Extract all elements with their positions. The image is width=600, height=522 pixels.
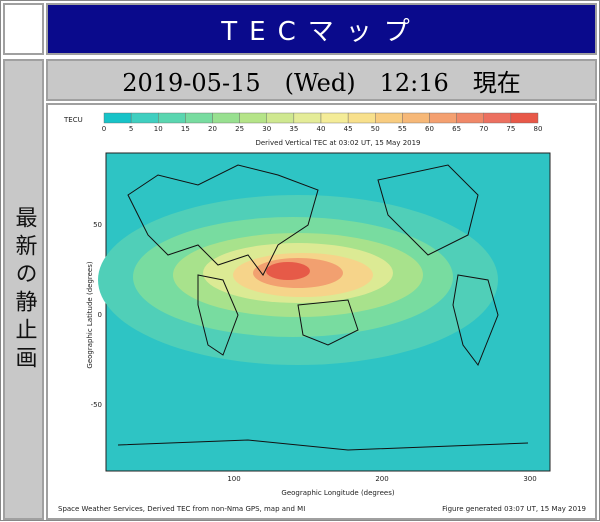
colorbar-cell bbox=[239, 112, 267, 124]
colorbar-cell bbox=[483, 112, 512, 124]
colorbar-cell bbox=[103, 112, 132, 124]
colorbar-cell bbox=[320, 112, 349, 124]
header: TECマップ bbox=[46, 3, 597, 55]
colorbar-tick-label: 20 bbox=[208, 125, 217, 133]
colorbar-cell bbox=[158, 112, 186, 124]
header-title: TECマップ bbox=[221, 16, 422, 47]
colorbar-tick-label: 35 bbox=[289, 125, 298, 133]
colorbar-cell bbox=[402, 112, 430, 124]
colorbar-tick-label: 75 bbox=[506, 125, 515, 133]
side-cell: 最新の静止画 bbox=[3, 59, 44, 520]
colorbar-tick-label: 30 bbox=[262, 125, 271, 133]
y-axis-label: Geographic Latitude (degrees) bbox=[86, 261, 94, 368]
corner-cell bbox=[3, 3, 44, 55]
tec-map: TECU Derived Vertical TEC at 03:02 UT, 1… bbox=[58, 112, 586, 513]
colorbar-cell bbox=[375, 112, 403, 124]
x-tick-label: 100 bbox=[227, 475, 240, 483]
footer-left: Space Weather Services, Derived TEC from… bbox=[58, 505, 305, 513]
map-plot bbox=[98, 152, 551, 472]
colorbar-cell bbox=[510, 112, 539, 124]
colorbar-tick-label: 80 bbox=[534, 125, 543, 133]
colorbar-cell bbox=[266, 112, 295, 124]
colorbar-tick-label: 70 bbox=[479, 125, 488, 133]
colorbar-cell bbox=[429, 112, 457, 124]
colorbar-cell bbox=[456, 112, 484, 124]
colorbar-tick-label: 0 bbox=[102, 125, 106, 133]
colorbar-cell bbox=[212, 112, 240, 124]
y-tick-label: 0 bbox=[98, 311, 102, 319]
colorbar-unit: TECU bbox=[63, 116, 83, 124]
date-text: 2019-05-15 (Wed) 12:16 現在 bbox=[122, 68, 521, 97]
colorbar-cell bbox=[130, 112, 159, 124]
colorbar-tick-label: 45 bbox=[344, 125, 353, 133]
x-axis-label: Geographic Longitude (degrees) bbox=[281, 489, 394, 497]
colorbar-cell bbox=[185, 112, 213, 124]
map-title: Derived Vertical TEC at 03:02 UT, 15 May… bbox=[255, 139, 420, 147]
colorbar-tick-label: 55 bbox=[398, 125, 407, 133]
date-bar: 2019-05-15 (Wed) 12:16 現在 bbox=[46, 59, 597, 101]
colorbar-cell bbox=[347, 112, 376, 124]
colorbar-tick-label: 25 bbox=[235, 125, 244, 133]
map-image: TECU Derived Vertical TEC at 03:02 UT, 1… bbox=[46, 103, 597, 520]
colorbar-tick-label: 50 bbox=[371, 125, 380, 133]
y-tick-label: -50 bbox=[91, 401, 102, 409]
colorbar-tick-label: 5 bbox=[129, 125, 133, 133]
colorbar-tick-label: 60 bbox=[425, 125, 434, 133]
x-tick-label: 200 bbox=[375, 475, 388, 483]
side-label: 最新の静止画 bbox=[11, 205, 37, 374]
colorbar-tick-label: 65 bbox=[452, 125, 461, 133]
colorbar-cell bbox=[293, 112, 322, 124]
colorbar-tick-label: 10 bbox=[154, 125, 163, 133]
x-tick-label: 300 bbox=[523, 475, 536, 483]
colorbar-tick-label: 15 bbox=[181, 125, 190, 133]
colorbar-tick-label: 40 bbox=[317, 125, 326, 133]
footer-right: Figure generated 03:07 UT, 15 May 2019 bbox=[442, 505, 586, 513]
y-tick-label: 50 bbox=[93, 221, 102, 229]
